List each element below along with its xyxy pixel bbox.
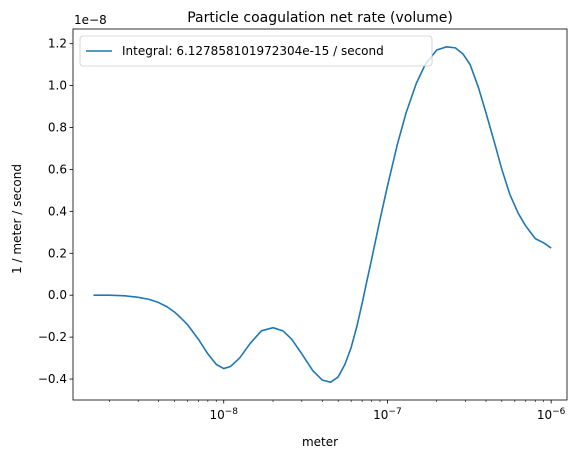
y-tick-label: −0.2 [38, 330, 67, 344]
y-tick-label: 0.4 [48, 204, 67, 218]
chart-title: Particle coagulation net rate (volume) [187, 10, 453, 26]
series-layer [93, 46, 552, 383]
x-tick-label: 10−8 [209, 407, 238, 422]
y-scale-factor: 1e−8 [74, 13, 107, 27]
y-axis-label: 1 / meter / second [10, 164, 24, 274]
y-tick-label: 0.0 [48, 288, 67, 302]
legend-label: Integral: 6.127858101972304e-15 / second [122, 44, 384, 58]
y-tick-label: 0.6 [48, 162, 67, 176]
y-tick-label: −0.4 [38, 372, 67, 386]
series-line-0 [93, 46, 552, 383]
x-axis-ticks: 10−8 10−7 10−6 [109, 400, 566, 422]
y-axis-ticks: −0.4 −0.2 0.0 0.2 0.4 0.6 0.8 1.0 1.2 [38, 37, 73, 386]
legend-box [79, 35, 433, 67]
x-axis-label: meter [302, 435, 338, 449]
x-tick-label: 10−6 [537, 407, 566, 422]
y-tick-label: 1.0 [48, 79, 67, 93]
y-tick-label: 1.2 [48, 37, 67, 51]
x-tick-label: 10−7 [373, 407, 402, 422]
legend: Integral: 6.127858101972304e-15 / second [79, 35, 433, 67]
y-tick-label: 0.2 [48, 246, 67, 260]
plot-frame [72, 28, 568, 401]
y-tick-label: 0.8 [48, 121, 67, 135]
